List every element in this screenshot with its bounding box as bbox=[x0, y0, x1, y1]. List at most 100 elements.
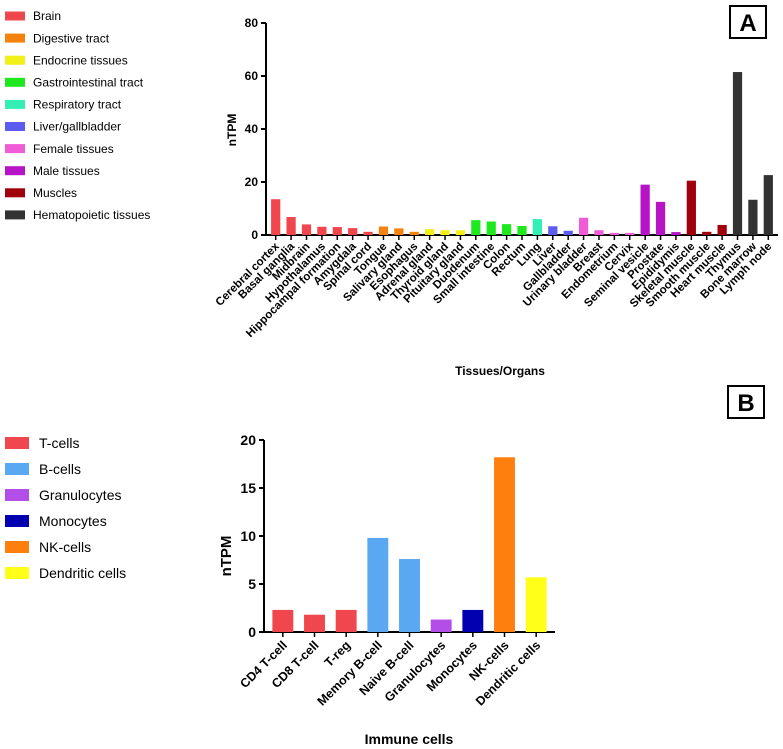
panel-a-bar-breast bbox=[594, 230, 604, 235]
panel-a-bar-endometrium bbox=[609, 232, 619, 235]
panel-a-y-tick-label: 80 bbox=[245, 16, 259, 30]
legend-a: Brain Digestive tract Endocrine tissues Gas… bbox=[5, 9, 150, 222]
legend-swatch-liver-gallbladder bbox=[5, 122, 25, 131]
panel-a: Brain Digestive tract Endocrine tissues Gas… bbox=[5, 5, 778, 378]
legend-swatch-brain bbox=[5, 11, 25, 21]
legend-label-gastrointestinal-tract: Gastrointestinal tract bbox=[33, 76, 144, 90]
panel-a-bar-tongue bbox=[378, 226, 389, 235]
panel-a-bar-basal-ganglia bbox=[286, 216, 296, 235]
legend-swatch-hematopoietic-tissues bbox=[5, 210, 25, 220]
legend-label-female-tissues: Female tissues bbox=[33, 142, 114, 156]
panel-a-y-tick-label: 20 bbox=[245, 175, 259, 189]
legend-label-digestive-tract: Digestive tract bbox=[33, 31, 110, 45]
panel-b-bar-cd8-t-cell bbox=[304, 614, 325, 632]
panel-a-bar-salivary-gland bbox=[394, 228, 404, 235]
panel-a-y-tick-label: 40 bbox=[245, 122, 259, 136]
panel-a-bar-amygdala bbox=[348, 228, 358, 235]
panel-a-bar-small-intestine bbox=[486, 221, 496, 235]
panel-a-bar-cervix bbox=[625, 232, 635, 235]
panel-b-ylabel: nTPM bbox=[218, 536, 235, 577]
legend-swatch-granulocytes bbox=[5, 489, 29, 501]
panel-a-bar-lymph-node bbox=[763, 175, 773, 235]
panel-a-xlabel: Tissues/Organs bbox=[455, 364, 545, 378]
legend-label-male-tissues: Male tissues bbox=[33, 164, 100, 178]
legend-swatch-nk-cells bbox=[5, 541, 29, 553]
panel-b-y-tick-label: 10 bbox=[240, 528, 256, 544]
panel-b-bar-monocytes bbox=[462, 609, 484, 632]
panel-b-y-tick-label: 5 bbox=[248, 576, 256, 592]
legend-label-nk-cells: NK-cells bbox=[39, 539, 91, 555]
panel-a-bar-liver bbox=[548, 226, 558, 235]
panel-a-bar-rectum bbox=[517, 225, 527, 235]
legend-b: T-cells B-cells Granulocytes Monocytes NK-ce… bbox=[5, 435, 126, 581]
panel-a-bar-midbrain bbox=[301, 224, 312, 235]
panel-a-y-tick-label: 0 bbox=[251, 228, 258, 242]
legend-label-granulocytes: Granulocytes bbox=[39, 487, 121, 503]
panel-a-bar-skeletal-muscle bbox=[686, 180, 696, 235]
panel-a-bar-spinal-cord bbox=[363, 231, 373, 235]
panel-a-bar-pituitary-gland bbox=[455, 230, 466, 235]
panel-b-bar-nk-cells bbox=[494, 457, 515, 632]
panel-b-bars bbox=[272, 457, 547, 632]
legend-label-b-cells: B-cells bbox=[39, 461, 81, 477]
panel-b-bar-naive-b-cell bbox=[399, 559, 420, 632]
panel-a-bar-hypothalamus bbox=[317, 226, 327, 235]
panel-a-y-tick-label: 60 bbox=[245, 69, 259, 83]
panel-a-bar-bone-marrow bbox=[748, 199, 758, 235]
legend-label-hematopoietic-tissues: Hematopoietic tissues bbox=[33, 208, 150, 222]
panel-a-ylabel: nTPM bbox=[225, 114, 239, 147]
panel-b-xlabel: Immune cells bbox=[365, 731, 454, 747]
panel-b-bar-memory-b-cell bbox=[367, 537, 389, 632]
panel-a-bar-gallbladder bbox=[563, 230, 573, 235]
panel-b-label: B bbox=[737, 390, 754, 417]
legend-label-endocrine-tissues: Endocrine tissues bbox=[33, 53, 128, 67]
panel-a-bar-heart-muscle bbox=[717, 224, 727, 235]
panel-a-bar-adrenal-gland bbox=[425, 229, 435, 235]
panel-a-bar-thymus bbox=[732, 72, 743, 236]
panel-a-bars bbox=[271, 72, 773, 236]
panel-b-bar-dendritic-cells bbox=[525, 577, 547, 632]
panel-a-bar-lung bbox=[532, 219, 543, 235]
panel-b-y-tick-label: 15 bbox=[240, 480, 256, 496]
panel-a-bar-hippocampal-formation bbox=[332, 227, 342, 235]
legend-label-liver-gallbladder: Liver/gallbladder bbox=[33, 120, 121, 134]
panel-b-y-tick-label: 20 bbox=[240, 432, 256, 448]
panel-a-bar-duodenum bbox=[471, 220, 481, 235]
legend-swatch-monocytes bbox=[5, 515, 29, 527]
legend-label-dendritic-cells: Dendritic cells bbox=[39, 565, 126, 581]
legend-label-muscles: Muscles bbox=[33, 186, 77, 200]
legend-swatch-gastrointestinal-tract bbox=[5, 77, 25, 87]
panel-b-bar-t-reg bbox=[335, 609, 357, 632]
panel-a-label-box bbox=[729, 5, 767, 39]
panel-a-bar-prostate bbox=[655, 201, 666, 235]
legend-swatch-endocrine-tissues bbox=[5, 55, 25, 65]
legend-swatch-digestive-tract bbox=[5, 33, 25, 43]
panel-a-bar-smooth-muscle bbox=[702, 231, 712, 235]
legend-label-monocytes: Monocytes bbox=[39, 513, 107, 529]
legend-swatch-male-tissues bbox=[5, 166, 25, 176]
panel-a-bar-thyroid-gland bbox=[440, 230, 450, 235]
panel-b-bar-cd4-t-cell bbox=[272, 609, 294, 632]
legend-label-t-cells: T-cells bbox=[39, 435, 79, 451]
legend-swatch-b-cells bbox=[5, 463, 29, 475]
legend-label-brain: Brain bbox=[33, 9, 61, 23]
panel-a-bar-cerebral-cortex bbox=[271, 199, 281, 235]
panel-a-bar-colon bbox=[501, 224, 512, 235]
legend-swatch-muscles bbox=[5, 188, 25, 198]
panel-a-label: A bbox=[739, 10, 756, 37]
legend-swatch-t-cells bbox=[5, 437, 29, 449]
legend-swatch-dendritic-cells bbox=[5, 567, 29, 579]
panel-b-bar-granulocytes bbox=[430, 619, 452, 632]
panel-b-y-tick-label: 0 bbox=[248, 624, 256, 640]
panel-a-bar-epididymis bbox=[671, 232, 681, 235]
panel-a-bar-urinary-bladder bbox=[578, 217, 589, 235]
panel-a-bar-seminal-vesicle bbox=[640, 184, 650, 235]
panel-b: T-cells B-cells Granulocytes Monocytes NK-ce… bbox=[5, 385, 765, 747]
legend-swatch-respiratory-tract bbox=[5, 99, 25, 109]
panel-b-label-box bbox=[727, 385, 765, 419]
panel-a-bar-esophagus bbox=[409, 231, 419, 235]
legend-label-respiratory-tract: Respiratory tract bbox=[33, 98, 122, 112]
legend-swatch-female-tissues bbox=[5, 144, 25, 154]
